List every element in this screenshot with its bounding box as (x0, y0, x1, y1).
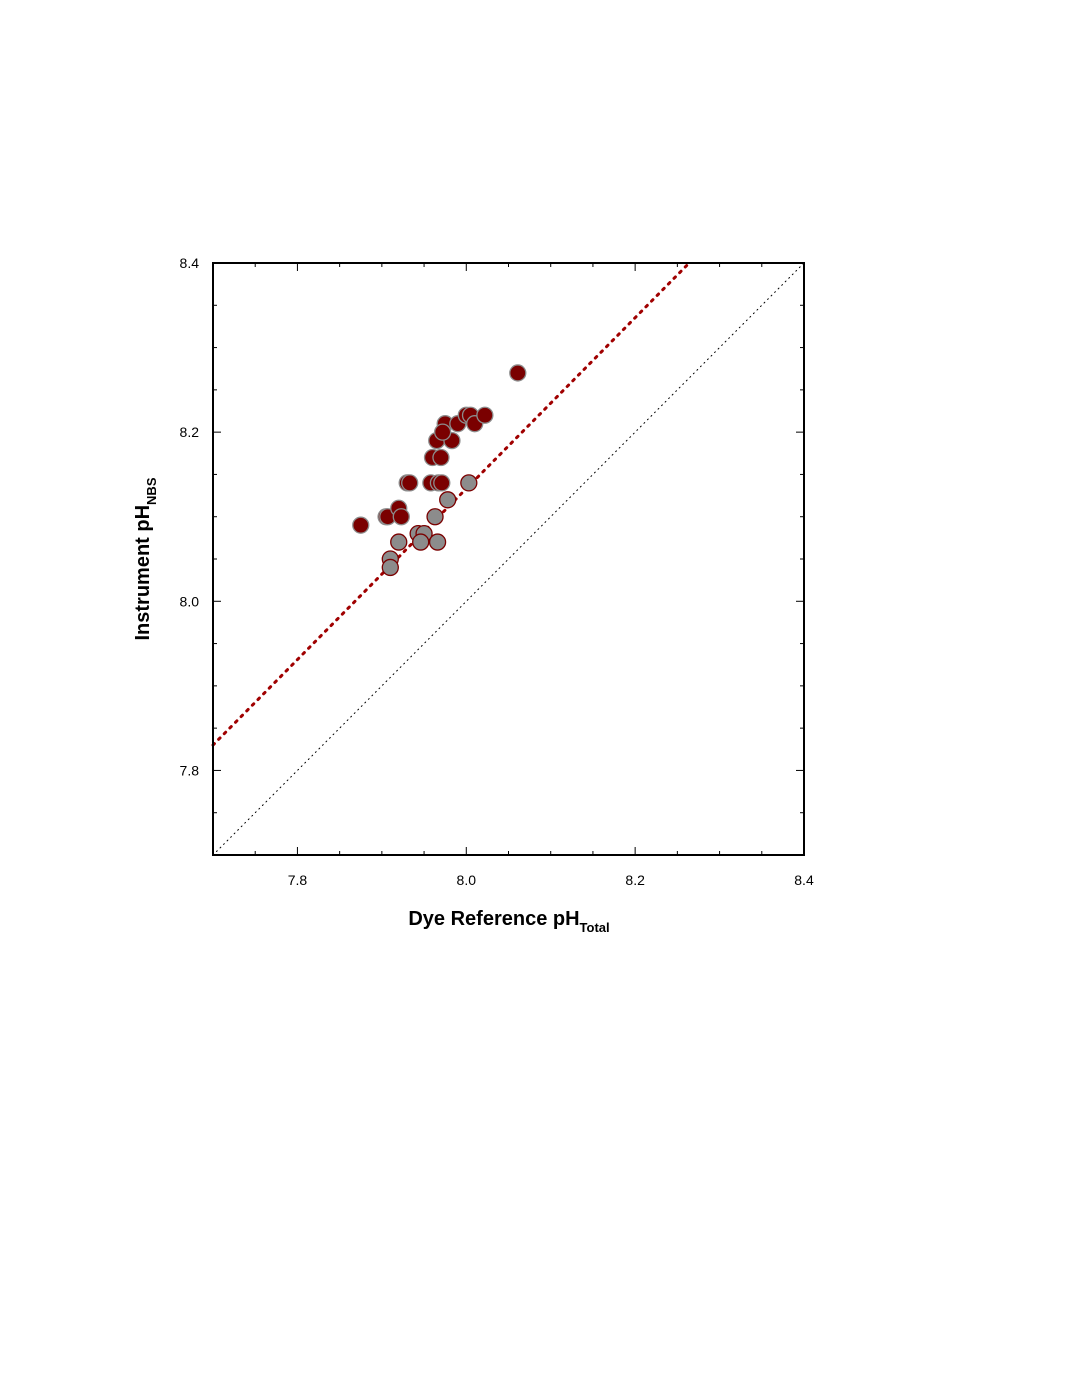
x-tick-label: 7.8 (288, 872, 308, 888)
y-tick-label: 7.8 (180, 762, 200, 778)
data-point (432, 448, 450, 467)
data-point (392, 508, 410, 526)
x-label-sub: Total (580, 920, 610, 935)
reference-line (212, 262, 805, 856)
x-tick-label: 8.2 (625, 872, 645, 888)
y-tick-label: 8.0 (180, 593, 200, 609)
data-point (428, 533, 447, 551)
data-point (412, 533, 430, 551)
data-point (476, 406, 494, 424)
data-point (460, 474, 478, 492)
data-point (433, 474, 451, 492)
data-point (352, 516, 370, 534)
data-point (381, 558, 399, 577)
x-tick-label: 8.4 (794, 872, 814, 888)
y-axis-label: Instrument pHNBS (132, 477, 159, 640)
y-label-sub: NBS (144, 477, 159, 505)
x-tick-label: 8.0 (457, 872, 477, 888)
data-point (426, 508, 444, 526)
data-point (401, 474, 419, 492)
plot-frame (212, 262, 805, 856)
y-tick-label: 8.4 (180, 255, 200, 271)
x-label-main: Dye Reference pH (408, 908, 579, 930)
data-point (390, 533, 408, 551)
data-point (433, 423, 452, 441)
y-label-main: Instrument pH (132, 505, 154, 641)
y-tick-label: 8.2 (180, 424, 200, 440)
data-point (509, 364, 527, 382)
data-point (439, 491, 457, 509)
x-axis-label: Dye Reference pHTotal (408, 908, 609, 935)
